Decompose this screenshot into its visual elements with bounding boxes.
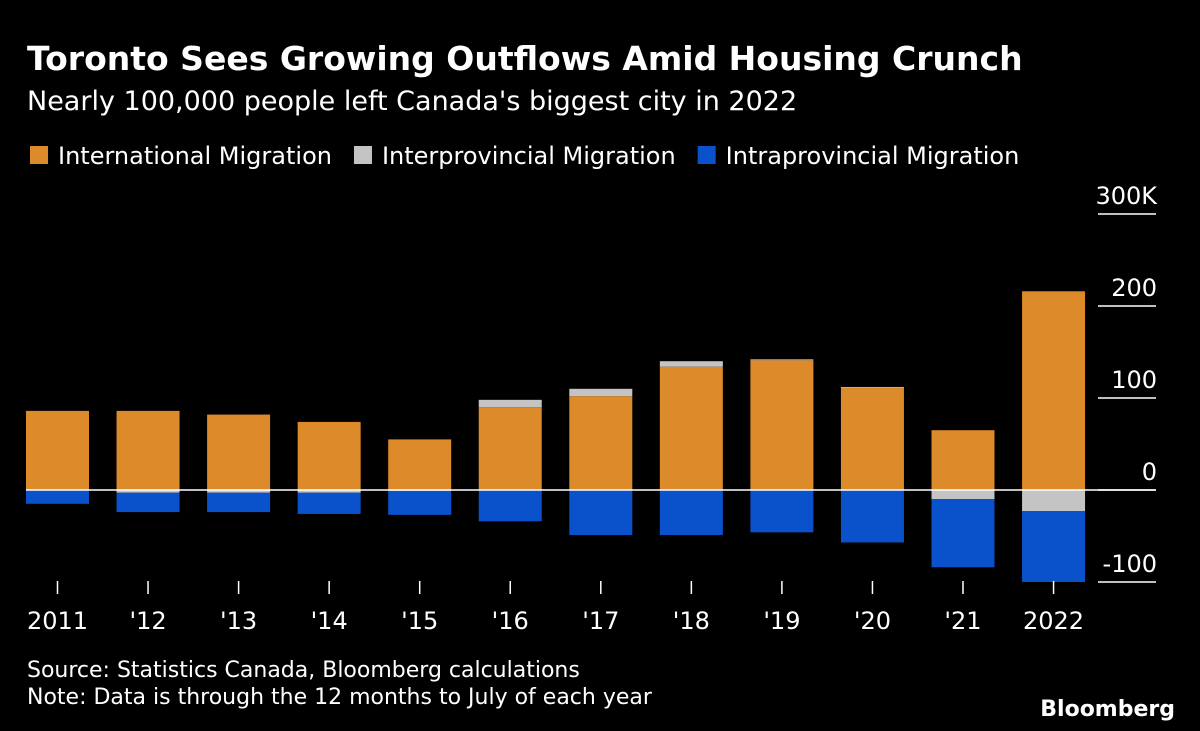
bar-segment [840,387,904,490]
note: Note: Data is through the 12 months to J… [27,685,653,710]
bar-segment [931,490,995,500]
bar-segment [207,414,271,490]
bar-segment [840,386,904,388]
bar-segment [116,490,180,493]
x-tick-label: '16 [492,607,529,635]
x-tick-label: '14 [311,607,348,635]
y-tick-label: -100 [1103,550,1157,578]
y-tick-label: 200 [1111,274,1157,302]
bar-segment [116,492,180,513]
bar-segment [207,490,271,493]
chart-subtitle: Nearly 100,000 people left Canada's bigg… [27,86,797,117]
x-tick-label: 2022 [1023,607,1084,635]
bar-segment [569,396,633,490]
bar-segment [1022,291,1086,490]
x-tick-label: '12 [129,607,166,635]
bar-segment [569,490,633,536]
bar-segment [750,360,814,490]
legend-label: Intraprovincial Migration [726,142,1020,170]
chart-title: Toronto Sees Growing Outflows Amid Housi… [27,39,1023,78]
legend-label: International Migration [58,142,332,170]
source: Source: Statistics Canada, Bloomberg cal… [27,658,580,683]
bar-segment [297,490,361,493]
x-tick-label: 2011 [27,607,88,635]
x-tick-label: '19 [763,607,800,635]
bar-segment [207,492,271,513]
brand: Bloomberg [1040,697,1175,722]
bar-segment [478,407,542,490]
x-tick-label: '18 [673,607,710,635]
bar-segment [297,421,361,490]
bar-segment [388,490,452,515]
bar-segment [26,490,89,504]
bar-segment [569,388,633,397]
bar-segment [750,359,814,361]
x-tick-label: '20 [854,607,891,635]
x-tick-label: '17 [582,607,619,635]
bar-segment [26,410,89,490]
bar-segment [659,490,723,536]
legend-swatch [30,146,48,164]
y-tick-label: 100 [1111,366,1157,394]
y-tick-label: 300K [1095,182,1158,210]
x-tick-label: '15 [401,607,438,635]
bar-segment [931,499,995,568]
y-tick-label: 0 [1142,458,1157,486]
legend-swatch [697,146,716,164]
bar-segment [388,439,452,490]
bar-segment [659,366,723,490]
legend-label: Interprovincial Migration [382,142,676,170]
bar-segment [297,492,361,514]
x-tick-label: '21 [944,607,981,635]
bar-segment [840,490,904,543]
bar-segment [1022,511,1086,582]
bar-segment [931,430,995,490]
bar-segment [750,490,814,533]
bar-segment [116,410,180,490]
bar-segment [659,361,723,367]
bar-segment [478,490,542,522]
bar-segment [1022,490,1086,512]
x-tick-label: '13 [220,607,257,635]
legend-swatch [353,146,372,164]
bar-segment [478,399,542,408]
